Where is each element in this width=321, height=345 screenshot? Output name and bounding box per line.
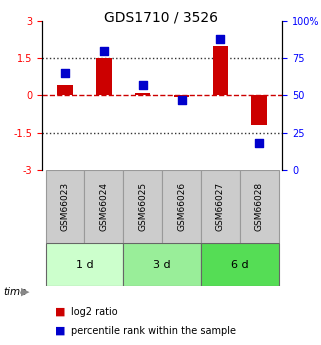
FancyBboxPatch shape [84, 170, 123, 243]
FancyBboxPatch shape [123, 243, 201, 286]
Text: 3 d: 3 d [153, 260, 171, 270]
Bar [213, 46, 228, 96]
Bar [96, 58, 112, 96]
Point [140, 82, 145, 88]
FancyBboxPatch shape [46, 170, 84, 243]
Text: ▶: ▶ [21, 287, 29, 296]
Text: time: time [3, 287, 27, 296]
FancyBboxPatch shape [46, 243, 123, 286]
Bar [135, 93, 151, 96]
Text: percentile rank within the sample: percentile rank within the sample [71, 326, 236, 336]
Point [256, 140, 262, 146]
Bar [174, 96, 189, 97]
Text: 1 d: 1 d [76, 260, 93, 270]
Point [218, 36, 223, 41]
Bar [251, 96, 267, 125]
Text: GSM66024: GSM66024 [100, 182, 108, 231]
Text: 6 d: 6 d [231, 260, 248, 270]
Point [179, 97, 184, 103]
Text: GDS1710 / 3526: GDS1710 / 3526 [103, 10, 218, 24]
Text: log2 ratio: log2 ratio [71, 307, 117, 317]
Point [101, 48, 107, 53]
FancyBboxPatch shape [162, 170, 201, 243]
Text: GSM66026: GSM66026 [177, 182, 186, 231]
FancyBboxPatch shape [123, 170, 162, 243]
FancyBboxPatch shape [201, 170, 240, 243]
Text: ■: ■ [55, 307, 65, 317]
Text: ■: ■ [55, 326, 65, 336]
FancyBboxPatch shape [201, 243, 279, 286]
Text: GSM66027: GSM66027 [216, 182, 225, 231]
Text: GSM66023: GSM66023 [61, 182, 70, 231]
Text: GSM66025: GSM66025 [138, 182, 147, 231]
Bar [57, 86, 73, 96]
FancyBboxPatch shape [240, 170, 279, 243]
Point [63, 70, 68, 76]
Text: GSM66028: GSM66028 [255, 182, 264, 231]
